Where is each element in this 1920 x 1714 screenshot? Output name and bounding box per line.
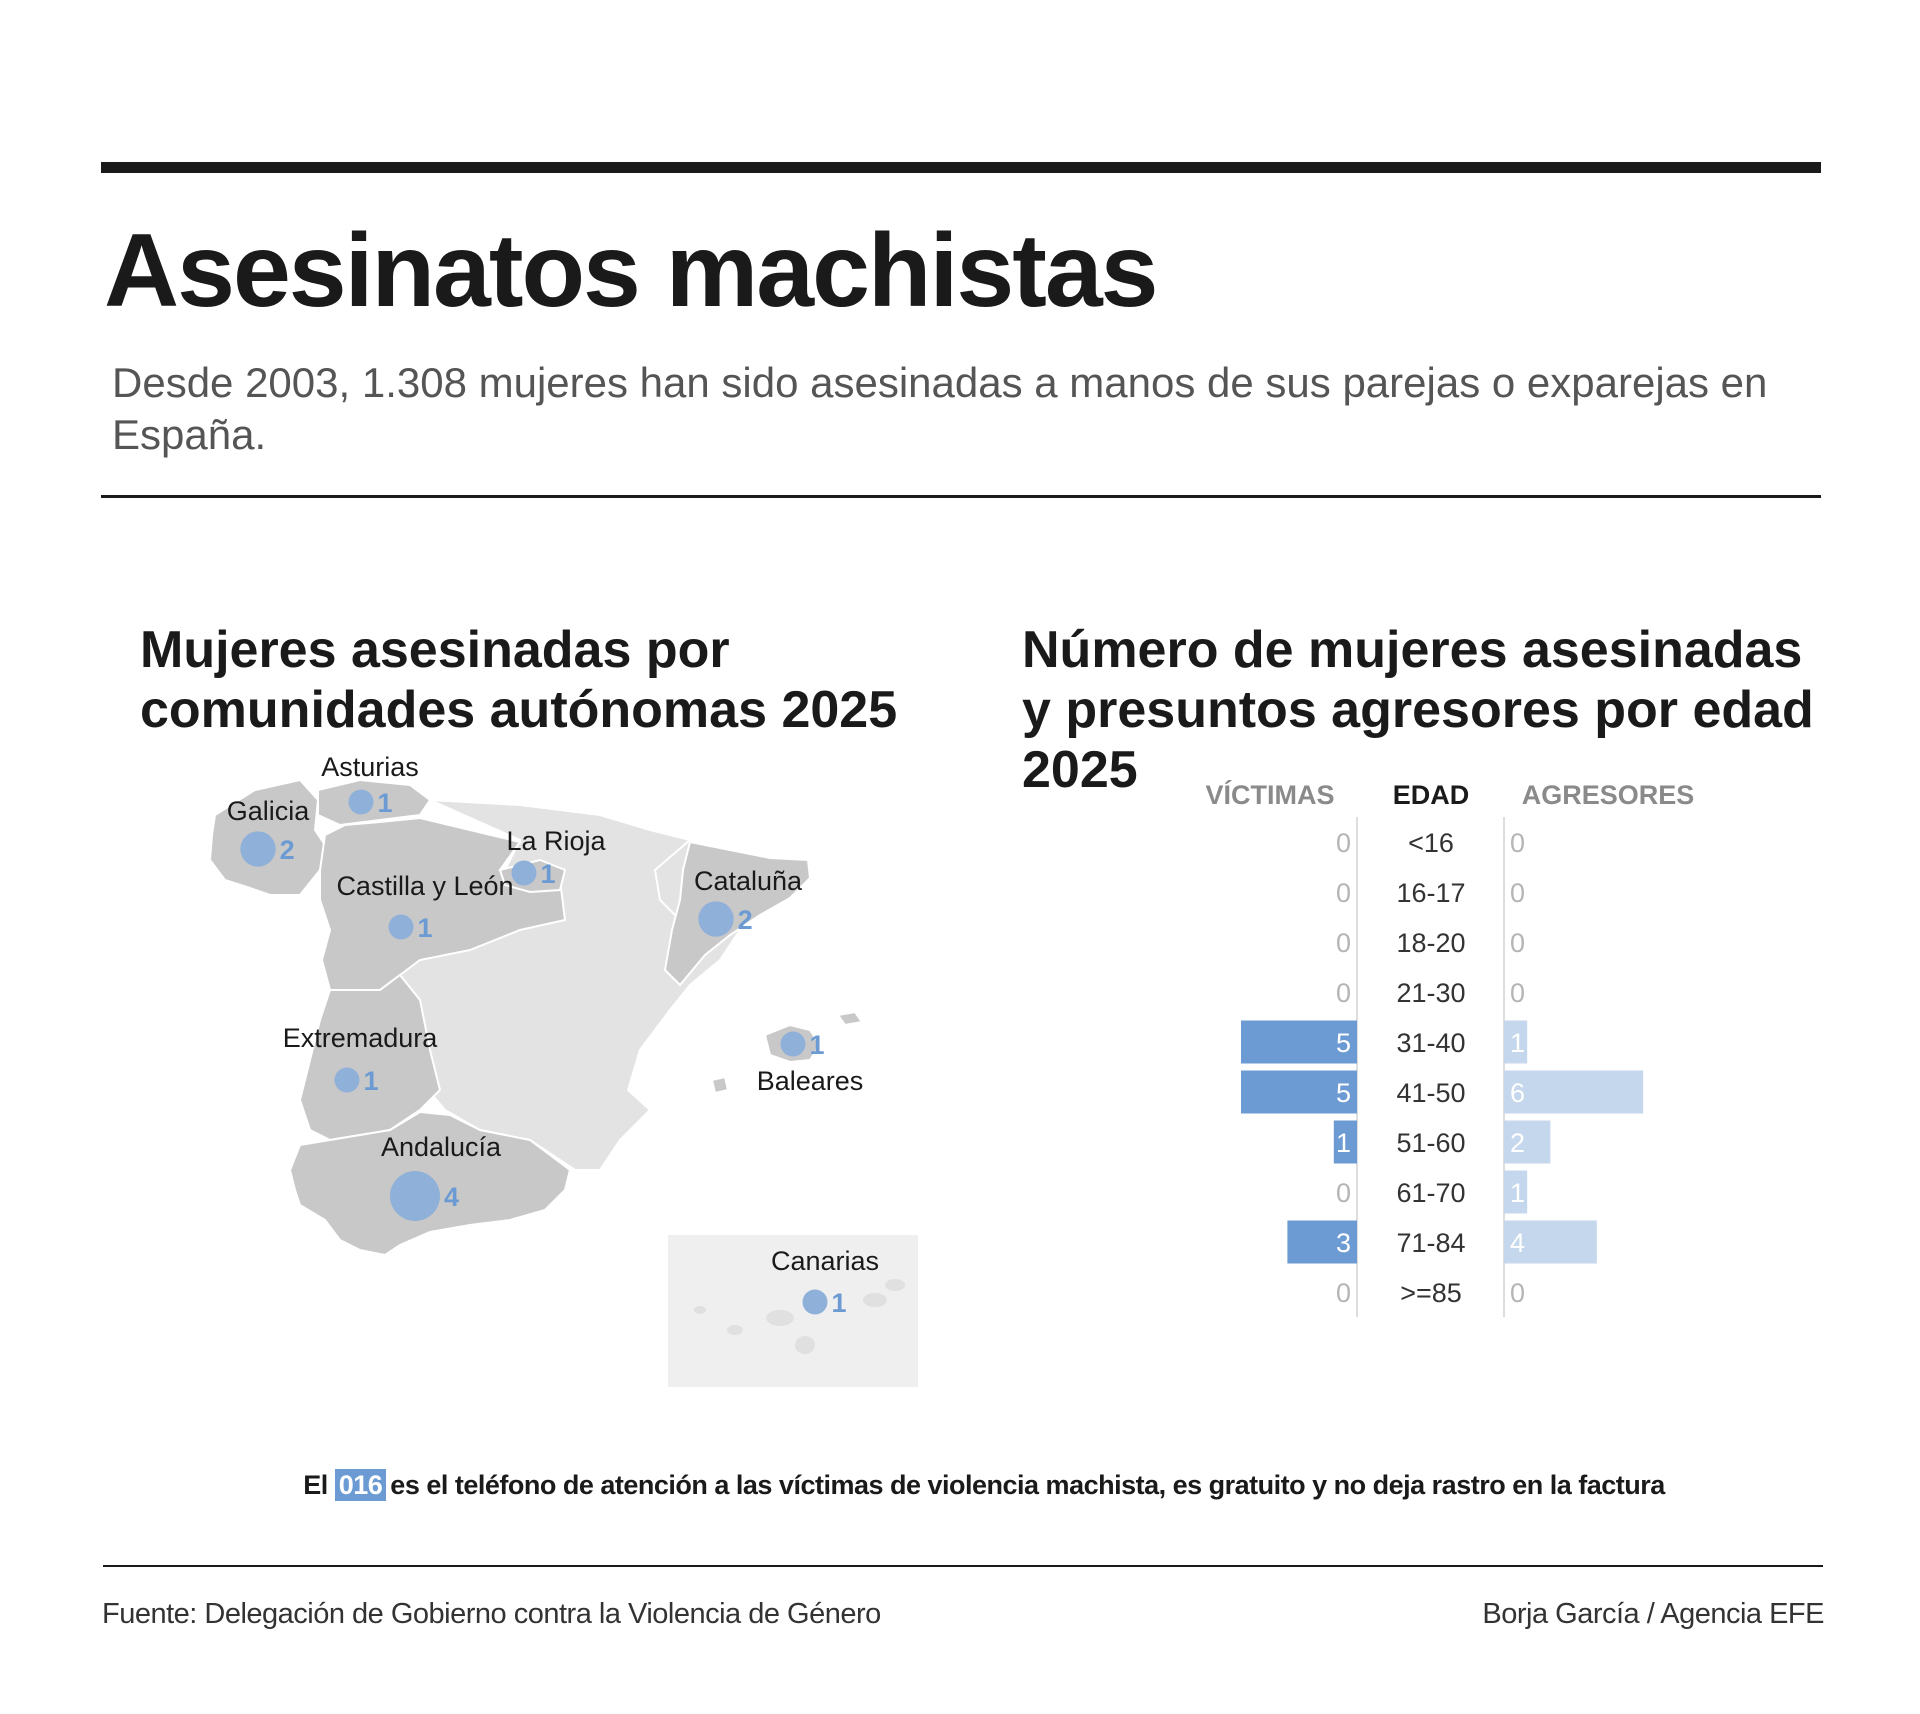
bubble-value-castilla-y-leon: 1 [418,913,433,943]
age-title-line2: y presuntos agresores por edad [1022,681,1814,739]
aggressors-bar-6 [1504,1120,1551,1164]
age-label-1: 16-17 [1396,878,1465,908]
age-label-3: 21-30 [1396,978,1465,1008]
victims-bar-8 [1287,1220,1357,1264]
victims-value-4: 5 [1336,1028,1351,1058]
bubble-extremadura [334,1067,360,1093]
victims-value-9: 0 [1336,1278,1351,1308]
age-butterfly-chart: VÍCTIMAS EDAD AGRESORES <16 0 0 16-17 0 0 18-20 0 0… [1205,779,1694,1317]
canarias-inset [668,1235,918,1387]
bubble-value-cataluna: 2 [738,905,753,935]
aggressors-value-8: 4 [1510,1228,1525,1258]
column-header-aggressors: AGRESORES [1522,780,1695,810]
region-label-asturias: Asturias [321,752,419,782]
credit-text: Borja García / Agencia EFE [1482,1598,1824,1630]
aggressors-value-4: 1 [1510,1028,1525,1058]
header-divider [101,495,1821,498]
bubble-value-andalucia: 4 [444,1182,459,1212]
bubble-cataluna [698,901,734,937]
age-label-2: 18-20 [1396,928,1465,958]
bubble-asturias [348,789,374,815]
aggressors-value-6: 2 [1510,1128,1525,1158]
bubble-la-rioja [511,860,537,886]
region-asturias [317,778,432,827]
region-label-andalucia: Andalucía [381,1132,502,1162]
helpline-note: El 016 es el teléfono de atención a las v… [0,1469,1920,1501]
victims-value-8: 3 [1336,1228,1351,1258]
age-title-line1: Número de mujeres asesinadas [1022,621,1803,679]
bubble-castilla-y-leon [388,914,414,940]
victims-value-5: 5 [1336,1078,1351,1108]
helpline-note-text: es el teléfono de atención a las víctima… [390,1470,1665,1500]
aggressors-value-9: 0 [1510,1278,1525,1308]
bubble-canarias [802,1289,828,1315]
bubble-value-canarias: 1 [832,1288,847,1318]
map-title: Mujeres asesinadas por comunidades autón… [140,620,897,740]
region-label-galicia: Galicia [227,796,311,826]
bubble-value-baleares: 1 [810,1030,825,1060]
age-label-6: 51-60 [1396,1128,1465,1158]
aggressors-value-7: 1 [1510,1178,1525,1208]
victims-value-0: 0 [1336,828,1351,858]
aggressors-bar-7 [1504,1170,1528,1214]
bubble-value-galicia: 2 [280,835,295,865]
bubble-andalucia [390,1171,440,1221]
bubble-value-extremadura: 1 [364,1066,379,1096]
age-chart-layer: VÍCTIMAS EDAD AGRESORES <16 0 0 16-17 0 0 18-20 0 0… [1205,779,1694,1317]
aggressors-value-3: 0 [1510,978,1525,1008]
column-header-age: EDAD [1393,780,1470,810]
victims-bar-5 [1241,1070,1357,1114]
bubble-galicia [240,831,276,867]
region-label-la-rioja: La Rioja [506,826,606,856]
age-label-0: <16 [1408,828,1454,858]
aggressors-bar-5 [1504,1070,1644,1114]
bubble-baleares [780,1031,806,1057]
map-title-line2: comunidades autónomas 2025 [140,681,898,739]
column-header-victims: VÍCTIMAS [1205,779,1334,810]
region-cataluna [663,840,812,987]
region-castilla-leon [319,816,567,991]
aggressors-value-1: 0 [1510,878,1525,908]
region-baleares-menorca [836,1010,864,1027]
age-label-9: >=85 [1400,1278,1462,1308]
region-label-extremadura: Extremadura [283,1023,439,1053]
victims-value-2: 0 [1336,928,1351,958]
helpline-note-prefix: El [303,1470,328,1500]
victims-value-3: 0 [1336,978,1351,1008]
victims-bar-4 [1241,1020,1357,1064]
aggressors-value-2: 0 [1510,928,1525,958]
age-label-4: 31-40 [1396,1028,1465,1058]
aggressors-bar-8 [1504,1220,1597,1264]
canarias-inset-box [668,1235,918,1387]
age-title-line3: 2025 [1022,741,1138,799]
source-text: Fuente: Delegación de Gobierno contra la… [102,1598,881,1630]
age-chart-title: Número de mujeres asesinadas y presuntos… [1022,620,1814,800]
victims-bar-6 [1333,1120,1357,1164]
region-label-canarias: Canarias [771,1246,879,1276]
victims-value-6: 1 [1336,1128,1351,1158]
top-rule [101,162,1821,173]
footer-divider [103,1565,1823,1567]
helpline-number: 016 [334,1469,387,1501]
victims-value-1: 0 [1336,878,1351,908]
age-label-7: 61-70 [1396,1178,1465,1208]
bubble-value-la-rioja: 1 [541,859,556,889]
region-baleares-ibiza [710,1075,730,1095]
aggressors-value-5: 6 [1510,1078,1525,1108]
age-label-8: 71-84 [1396,1228,1465,1258]
aggressors-bar-4 [1504,1020,1528,1064]
page-subtitle: Desde 2003, 1.308 mujeres han sido asesi… [112,359,1768,458]
bubble-value-asturias: 1 [378,788,393,818]
region-label-cataluna: Cataluña [694,866,803,896]
region-label-castilla-y-leon: Castilla y León [336,871,513,901]
victims-value-7: 0 [1336,1178,1351,1208]
page-title: Asesinatos machistas [104,213,1159,329]
map-title-line1: Mujeres asesinadas por [140,621,730,679]
age-label-5: 41-50 [1396,1078,1465,1108]
region-label-baleares: Baleares [757,1066,864,1096]
aggressors-value-0: 0 [1510,828,1525,858]
